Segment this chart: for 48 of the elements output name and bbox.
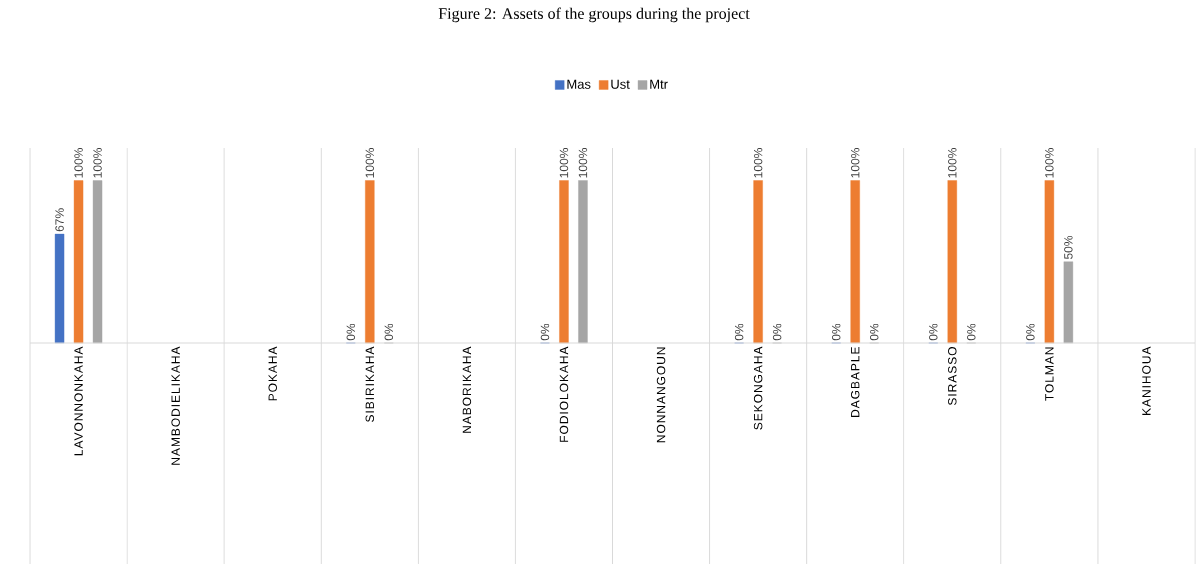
data-label: 100% [74, 148, 83, 178]
data-label: 100% [753, 148, 763, 178]
data-label: 100% [559, 148, 569, 178]
data-label: 0% [869, 323, 879, 341]
x-tick-label: NONNANGOUN [656, 347, 666, 443]
data-label: 0% [831, 323, 841, 341]
bar [559, 180, 569, 344]
bar [947, 180, 957, 344]
chart-title: Figure 2: Assets of the groups during the project [438, 7, 750, 23]
data-label: 50% [1064, 235, 1073, 260]
bar [850, 180, 860, 344]
data-label: 0% [384, 323, 394, 341]
bar [92, 180, 103, 344]
x-tick-label: SEKONGAHA [753, 346, 763, 430]
data-label: 0% [967, 323, 976, 341]
data-label: 0% [346, 323, 356, 341]
data-label: 100% [365, 148, 375, 178]
x-tick-label: SIBIRIKAHA [365, 346, 375, 422]
bar [753, 180, 763, 344]
x-tick-label: NAMBODIELIKAHA [171, 346, 180, 465]
legend-label: Mas [567, 79, 591, 89]
x-tick-label: FODIOLOKAHA [559, 346, 569, 442]
bar [73, 180, 84, 344]
data-label: 100% [93, 148, 102, 178]
data-label: 67% [55, 208, 64, 232]
bar [54, 233, 65, 344]
data-label: 100% [850, 148, 860, 178]
bar [365, 180, 375, 344]
data-label: 0% [929, 323, 938, 341]
data-label: 100% [578, 148, 588, 178]
data-label: 0% [540, 323, 550, 341]
data-label: 0% [734, 323, 744, 341]
x-tick-label: POKAHA [268, 346, 277, 401]
data-label: 0% [772, 323, 782, 341]
legend-label: Mtr [650, 79, 668, 89]
bar [578, 180, 588, 344]
legend-label: Ust [611, 79, 630, 89]
bar [1044, 180, 1055, 344]
x-tick-label: NABORIKAHA [462, 346, 472, 433]
data-label: 100% [948, 148, 957, 178]
x-tick-label: DAGBAPLE [850, 347, 860, 417]
x-tick-label: LAVONNONKAHA [74, 346, 83, 456]
x-tick-label: KANIHOUA [1142, 346, 1151, 415]
data-label: 100% [1045, 148, 1054, 178]
x-tick-label: TOLMAN [1045, 347, 1054, 401]
bar [1063, 261, 1074, 344]
data-label: 0% [1026, 323, 1035, 341]
x-tick-label: SIRASSO [948, 347, 957, 406]
